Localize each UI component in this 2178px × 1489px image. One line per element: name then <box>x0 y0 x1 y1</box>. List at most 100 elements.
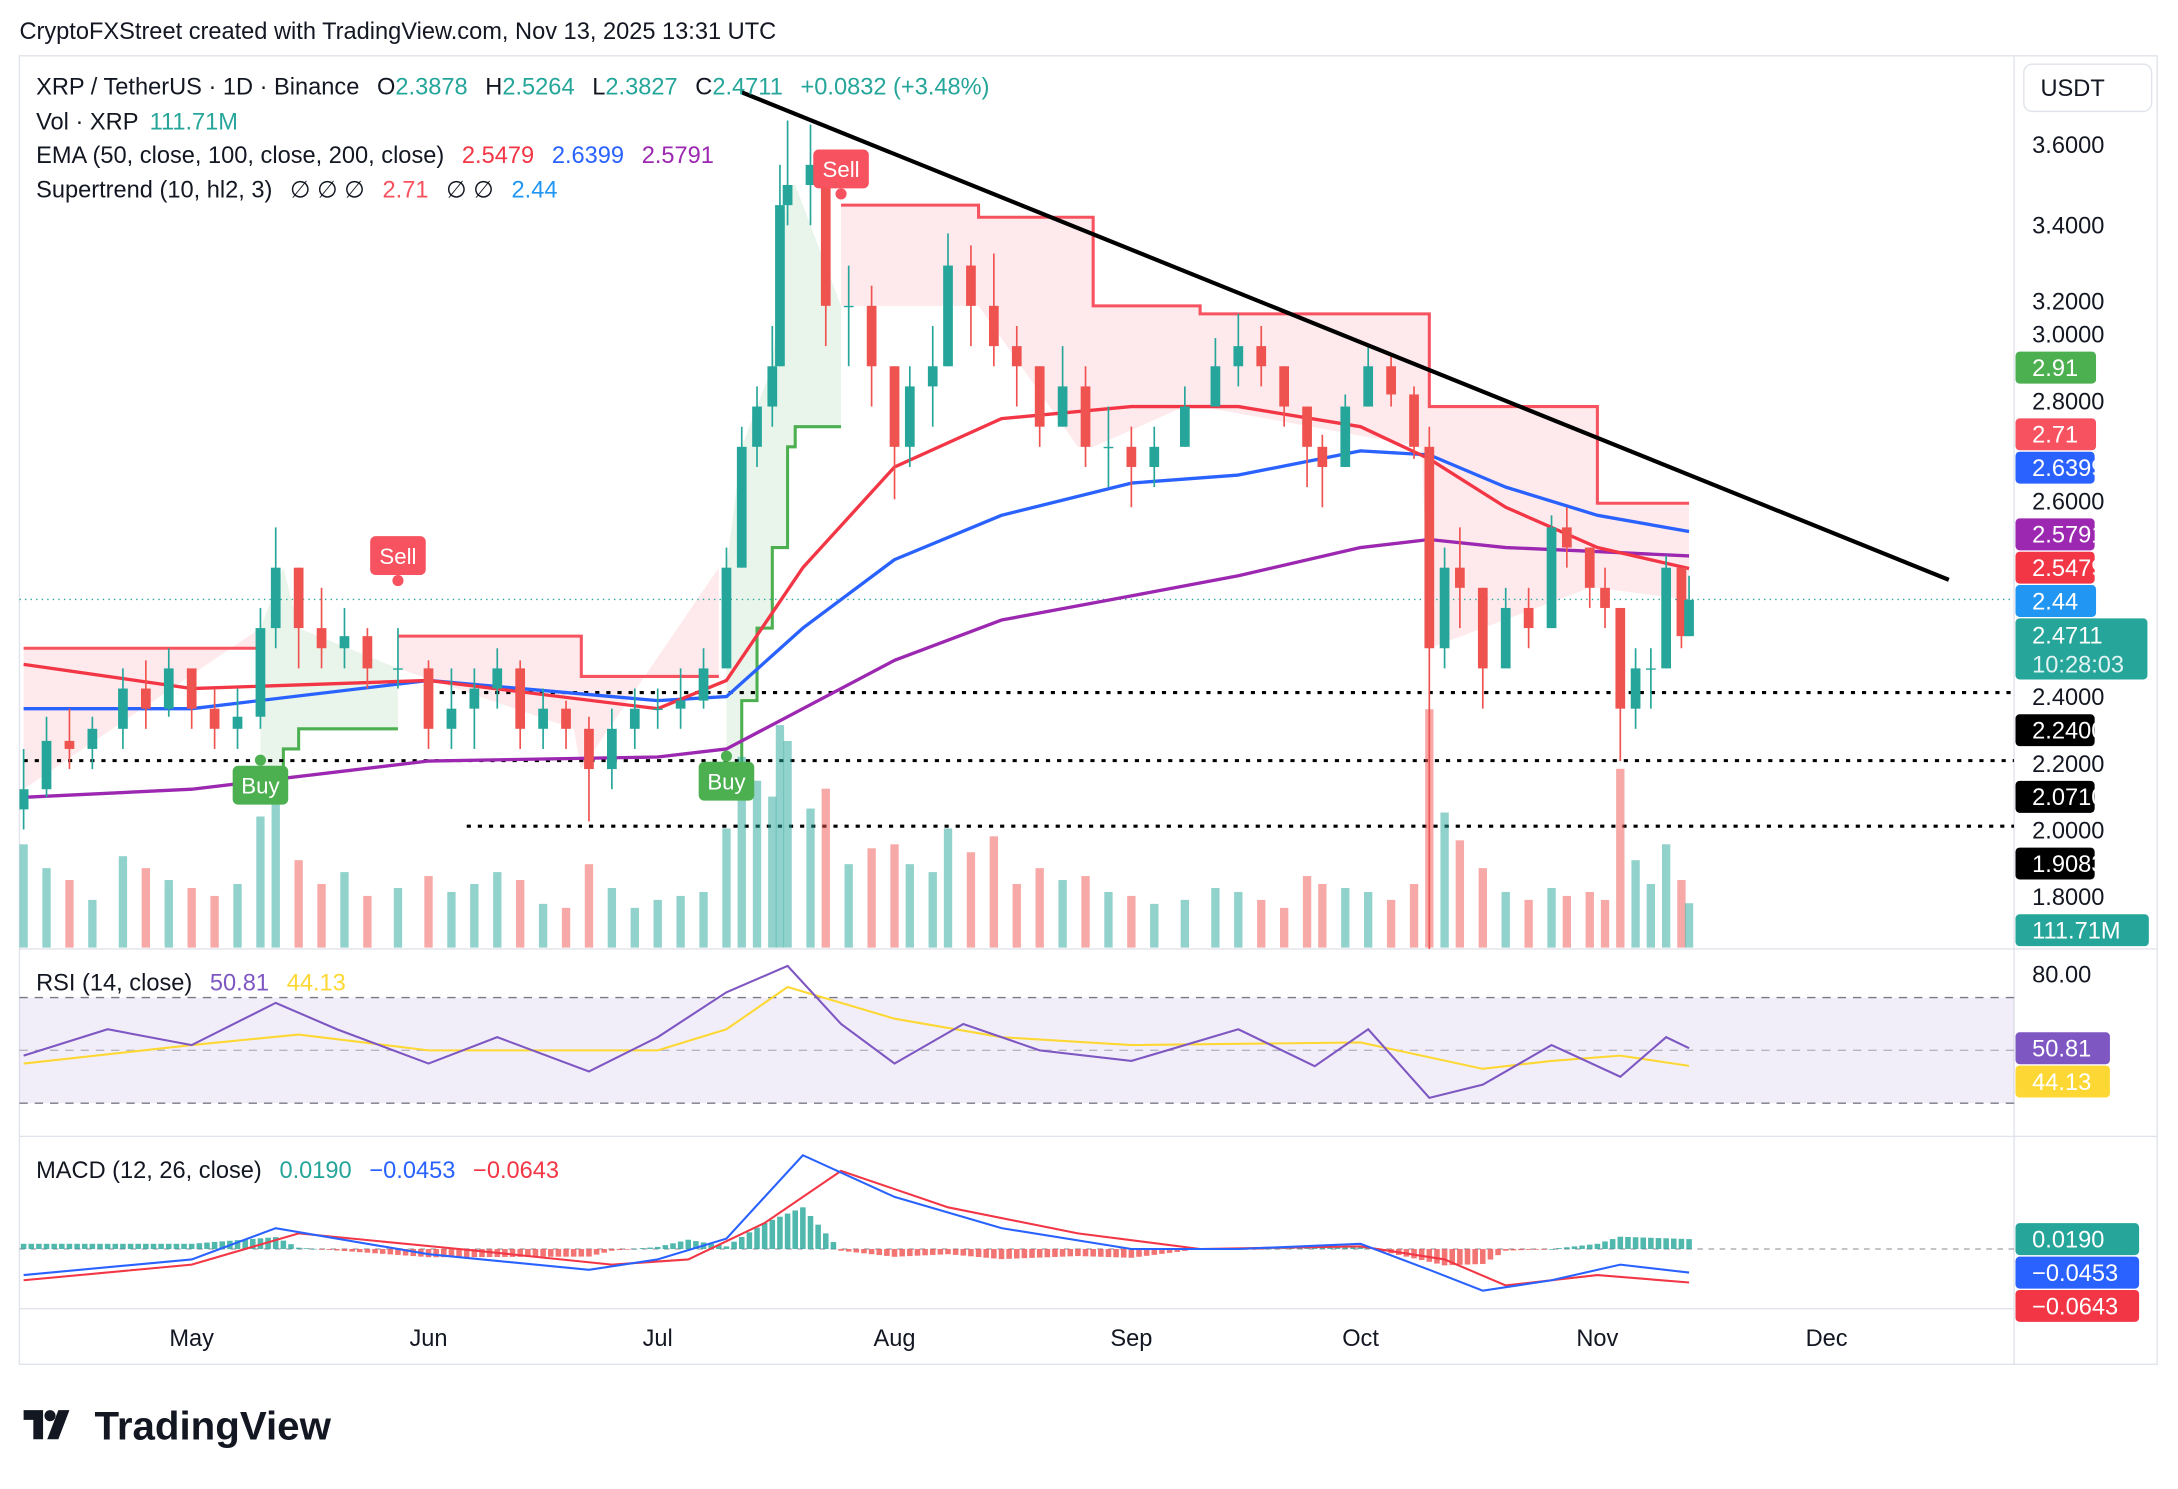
candle[interactable] <box>767 325 778 427</box>
candle[interactable] <box>515 660 526 749</box>
candle[interactable] <box>1439 547 1450 669</box>
candle[interactable] <box>270 527 281 649</box>
candle[interactable] <box>561 700 571 749</box>
price-axis[interactable]: 3.6000 3.4000 3.2000 3.0000 2.91 2.8000 2.71 2.… <box>2015 133 2149 1322</box>
candle[interactable] <box>87 716 98 770</box>
candle[interactable] <box>1386 354 1396 407</box>
macd-histogram-bar <box>991 1248 997 1259</box>
candle[interactable] <box>186 668 197 729</box>
trendline[interactable] <box>740 90 1950 582</box>
candle[interactable] <box>1317 434 1328 508</box>
currency-button[interactable]: USDT <box>2023 63 2153 113</box>
candle[interactable] <box>752 386 762 467</box>
candle[interactable] <box>469 668 480 749</box>
candle[interactable] <box>423 660 434 749</box>
candle[interactable] <box>943 233 953 367</box>
candle[interactable] <box>652 688 663 729</box>
candle[interactable] <box>607 708 617 790</box>
candle[interactable] <box>316 587 327 669</box>
price-plot[interactable]: Buy Sell Buy Sell <box>19 90 2015 951</box>
candle[interactable] <box>1103 406 1114 488</box>
candle[interactable] <box>140 660 151 729</box>
candle[interactable] <box>1057 346 1068 427</box>
candle[interactable] <box>966 245 976 347</box>
candle[interactable] <box>1600 567 1610 629</box>
candle[interactable] <box>1279 366 1290 427</box>
candle[interactable] <box>805 124 816 226</box>
candle[interactable] <box>362 628 373 689</box>
candle[interactable] <box>1615 607 1626 762</box>
candle[interactable] <box>820 164 831 347</box>
candle[interactable] <box>866 285 877 407</box>
candle[interactable] <box>904 366 915 467</box>
candle[interactable] <box>393 628 403 689</box>
candle[interactable] <box>889 366 900 500</box>
candle[interactable] <box>1424 426 1435 951</box>
macd-histogram-bar <box>945 1248 951 1255</box>
candle[interactable] <box>1149 426 1160 488</box>
candle[interactable] <box>1676 567 1687 649</box>
volume-bar <box>1364 891 1373 948</box>
candle[interactable] <box>255 607 266 729</box>
candle[interactable] <box>19 748 29 830</box>
price-pane[interactable]: Buy Sell Buy Sell <box>19 90 2015 951</box>
candle[interactable] <box>1561 507 1572 568</box>
candle[interactable] <box>209 688 220 749</box>
candle[interactable] <box>64 708 75 770</box>
candle[interactable] <box>1630 648 1641 729</box>
macd-pane[interactable] <box>19 1153 2015 1292</box>
candle[interactable] <box>1302 406 1312 488</box>
candle[interactable] <box>1256 325 1267 387</box>
candle-body <box>866 305 877 367</box>
candle[interactable] <box>1034 366 1045 447</box>
candle[interactable] <box>721 547 732 669</box>
candle[interactable] <box>736 426 747 568</box>
candle[interactable] <box>1179 386 1190 447</box>
candle[interactable] <box>232 688 243 749</box>
candle[interactable] <box>698 648 709 709</box>
candle[interactable] <box>1523 587 1534 649</box>
macd-histogram-bar <box>1472 1248 1478 1265</box>
candle[interactable] <box>1126 426 1137 508</box>
rsi-pane[interactable] <box>19 964 2015 1104</box>
candle[interactable] <box>339 607 350 669</box>
candle[interactable] <box>1011 325 1022 407</box>
candle[interactable] <box>1500 587 1511 669</box>
candle[interactable] <box>988 253 999 367</box>
candle[interactable] <box>782 120 793 226</box>
candle[interactable] <box>293 567 304 669</box>
macd-histogram-bar <box>884 1248 890 1256</box>
candle-body <box>820 164 831 306</box>
candle[interactable] <box>492 648 503 709</box>
candle[interactable] <box>1584 547 1595 608</box>
signal-text: Buy <box>241 774 280 799</box>
candle[interactable] <box>41 716 52 798</box>
candle[interactable] <box>1546 515 1557 629</box>
candle[interactable] <box>1455 527 1465 629</box>
candle[interactable] <box>1080 366 1091 467</box>
candle[interactable] <box>1477 587 1488 709</box>
candle[interactable] <box>675 668 686 729</box>
time-axis[interactable]: May Jun Jul Aug Sep Oct Nov Dec <box>169 1326 1847 1352</box>
candle-body <box>1615 607 1626 709</box>
candle[interactable] <box>118 668 128 749</box>
candle[interactable] <box>843 265 854 367</box>
candle[interactable] <box>1646 648 1656 709</box>
candle[interactable] <box>1684 575 1694 637</box>
candle[interactable] <box>1661 555 1672 669</box>
supertrend-up-line <box>726 425 842 771</box>
candle[interactable] <box>163 648 174 717</box>
candle[interactable] <box>1363 346 1374 407</box>
candle[interactable] <box>446 668 457 749</box>
candle[interactable] <box>927 325 938 427</box>
candle[interactable] <box>1409 386 1419 459</box>
candle[interactable] <box>1210 338 1221 407</box>
candle[interactable] <box>629 688 640 749</box>
candle[interactable] <box>538 688 548 749</box>
candle[interactable] <box>1233 313 1244 387</box>
candle[interactable] <box>584 716 594 822</box>
rsi-tag-text: 50.81 <box>2032 1037 2091 1063</box>
candle[interactable] <box>775 164 785 367</box>
candle[interactable] <box>1340 394 1351 467</box>
